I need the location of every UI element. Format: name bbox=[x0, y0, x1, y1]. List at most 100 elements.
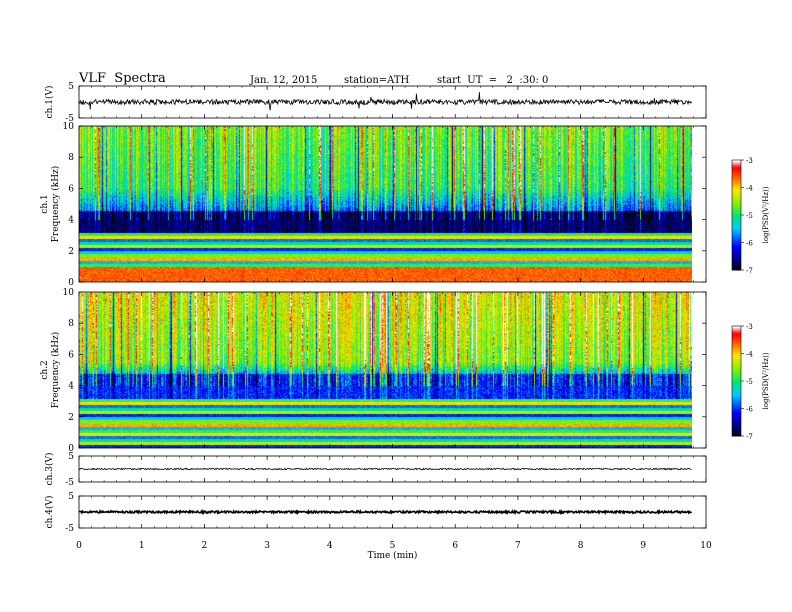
colorbar-swatch bbox=[732, 167, 741, 170]
colorbar-swatch bbox=[732, 163, 741, 166]
colorbar-swatch bbox=[732, 176, 741, 179]
waveform-ch3 bbox=[78, 467, 692, 471]
colorbar-tick-label: -4 bbox=[746, 185, 753, 193]
colorbar-swatch bbox=[732, 207, 741, 210]
waveform-ch1 bbox=[78, 92, 692, 111]
colorbar-label: log(PSD(V²/Hz)) bbox=[762, 352, 770, 409]
colorbar-swatch bbox=[732, 224, 741, 227]
colorbar-swatch bbox=[732, 395, 741, 398]
colorbar-swatch bbox=[732, 421, 741, 424]
colorbar-swatch bbox=[732, 373, 741, 376]
y-tick-label: 2 bbox=[68, 247, 74, 257]
colorbar-swatch bbox=[732, 386, 741, 389]
y-tick-label: 4 bbox=[68, 382, 74, 392]
colorbar-swatch bbox=[732, 264, 741, 267]
colorbar-swatch bbox=[732, 404, 741, 408]
y-axis-label: ch.1(V) bbox=[44, 86, 55, 119]
colorbar-swatch bbox=[732, 178, 741, 181]
colorbar-swatch bbox=[732, 211, 741, 214]
colorbar-swatch bbox=[732, 248, 741, 251]
colorbar-swatch bbox=[732, 209, 741, 212]
y-axis-label: Frequency (kHz) bbox=[50, 166, 61, 243]
colorbar-swatch bbox=[732, 364, 741, 367]
colorbar-tick-label: -5 bbox=[746, 212, 753, 220]
colorbar-swatch bbox=[732, 428, 741, 431]
colorbar-swatch bbox=[732, 370, 741, 373]
colorbar-swatch bbox=[732, 220, 741, 223]
colorbar-swatch bbox=[732, 196, 741, 199]
waveform-ch4 bbox=[78, 508, 693, 516]
colorbar-swatch bbox=[732, 233, 741, 236]
colorbar-swatch bbox=[732, 251, 741, 254]
colorbar-swatch bbox=[732, 362, 741, 365]
colorbar-swatch bbox=[732, 183, 741, 187]
colorbar-swatch bbox=[732, 191, 741, 194]
colorbar-swatch bbox=[732, 329, 741, 332]
y-axis-label: ch.3(V) bbox=[44, 453, 55, 486]
x-tick-label: 0 bbox=[76, 541, 82, 551]
spectrogram-ch2 bbox=[79, 292, 692, 448]
colorbar-swatch bbox=[732, 237, 741, 240]
colorbar-swatch bbox=[732, 425, 741, 428]
colorbar-swatch bbox=[732, 235, 741, 238]
colorbar-swatch bbox=[732, 406, 741, 409]
colorbar-swatch bbox=[732, 161, 741, 165]
y-axis-label: ch.2 bbox=[40, 360, 50, 379]
colorbar-swatch bbox=[732, 344, 741, 347]
colorbar-tick-label: -4 bbox=[746, 351, 753, 359]
colorbar-swatch bbox=[732, 262, 741, 265]
y-tick-label: 0 bbox=[68, 444, 74, 454]
x-tick-label: 9 bbox=[640, 541, 646, 551]
colorbar-tick-label: -3 bbox=[746, 323, 753, 331]
colorbar-swatch bbox=[732, 388, 741, 391]
colorbar-swatch bbox=[732, 342, 741, 345]
colorbar-swatch bbox=[732, 432, 741, 435]
colorbar-swatch bbox=[732, 227, 741, 231]
colorbar-swatch bbox=[732, 412, 741, 415]
y-tick-label: -5 bbox=[65, 524, 74, 534]
colorbar-swatch bbox=[732, 410, 741, 413]
colorbar-swatch bbox=[732, 408, 741, 411]
colorbar-swatch bbox=[732, 423, 741, 426]
colorbar-swatch bbox=[732, 415, 741, 419]
y-tick-label: 10 bbox=[63, 288, 75, 298]
colorbar-swatch bbox=[732, 430, 741, 433]
colorbar-tick-label: -3 bbox=[746, 157, 753, 165]
colorbar-swatch bbox=[732, 419, 741, 422]
x-tick-label: 7 bbox=[515, 541, 521, 551]
y-axis-label: ch.4(V) bbox=[44, 496, 55, 529]
x-tick-label: 2 bbox=[202, 541, 208, 551]
date-label: Jan. 12, 2015 bbox=[250, 75, 318, 86]
colorbar-swatch bbox=[732, 205, 741, 209]
colorbar-swatch bbox=[732, 340, 741, 343]
colorbar-swatch bbox=[732, 194, 741, 198]
y-tick-label: 8 bbox=[68, 319, 74, 329]
x-axis-label: Time (min) bbox=[368, 550, 418, 561]
x-tick-label: 8 bbox=[578, 541, 584, 551]
x-tick-label: 3 bbox=[264, 541, 270, 551]
colorbar-swatch bbox=[732, 231, 741, 234]
y-tick-label: 5 bbox=[68, 492, 74, 502]
colorbar-swatch bbox=[732, 403, 741, 406]
colorbar-swatch bbox=[732, 414, 741, 417]
colorbar-swatch bbox=[732, 213, 741, 216]
colorbar-swatch bbox=[732, 371, 741, 375]
colorbar-swatch bbox=[732, 238, 741, 242]
colorbar-swatch bbox=[732, 401, 741, 404]
start-time-label: start UT = 2 :30: 0 bbox=[437, 75, 549, 86]
colorbar-swatch bbox=[732, 379, 741, 382]
colorbar-swatch bbox=[732, 215, 741, 218]
colorbar-tick-label: -5 bbox=[746, 378, 753, 386]
y-tick-label: 10 bbox=[63, 122, 75, 132]
colorbar-swatch bbox=[732, 327, 741, 331]
colorbar-swatch bbox=[732, 397, 741, 400]
colorbar-swatch bbox=[732, 171, 741, 174]
colorbar-swatch bbox=[732, 216, 741, 220]
colorbar-swatch bbox=[732, 222, 741, 225]
y-tick-label: 5 bbox=[68, 452, 74, 462]
y-tick-label: 0 bbox=[68, 278, 74, 288]
chart-title: VLF Spectra bbox=[79, 71, 166, 86]
colorbar-swatch bbox=[732, 182, 741, 185]
colorbar-swatch bbox=[732, 189, 741, 192]
